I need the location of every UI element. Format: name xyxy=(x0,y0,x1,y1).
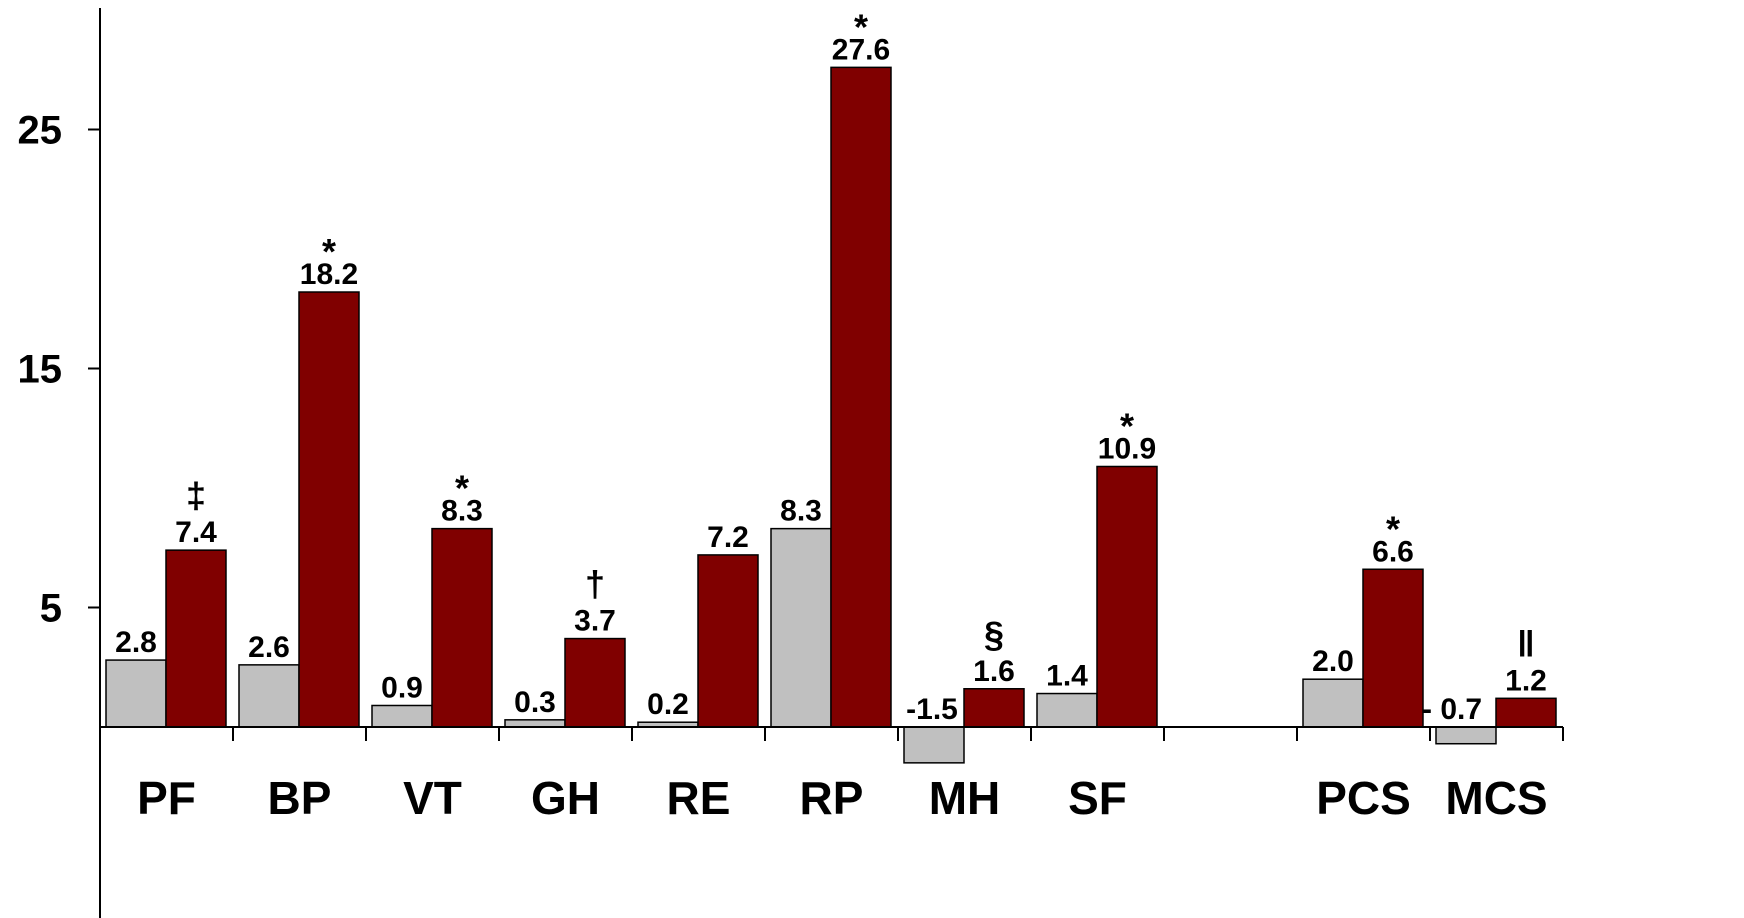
y-tick-label: 25 xyxy=(18,109,63,153)
bars xyxy=(105,66,1557,764)
bar-series-1 xyxy=(504,719,566,728)
x-axis: PF BP VT GH RE RP MH SF PCS MCS xyxy=(100,726,1564,824)
significance-marker: * xyxy=(322,231,336,272)
significance-marker: † xyxy=(585,564,605,605)
significance-marker: § xyxy=(984,614,1004,655)
data-label-series-2: 27.6 xyxy=(832,33,890,66)
data-label-series-2: 6.6 xyxy=(1372,535,1414,568)
data-label-series-1: 0.2 xyxy=(647,688,689,721)
bar-series-2 xyxy=(963,688,1025,728)
bar-series-1 xyxy=(770,527,832,728)
bar-series-1 xyxy=(903,726,965,764)
category-label: VT xyxy=(403,772,462,824)
bar-series-2 xyxy=(298,291,360,728)
data-label-series-2: 3.7 xyxy=(574,605,616,638)
category-label: RE xyxy=(667,772,731,824)
data-label-series-2: 1.6 xyxy=(973,655,1015,688)
bar-series-1 xyxy=(238,664,300,728)
data-label-series-1: -1.5 xyxy=(906,693,958,726)
bar-series-2 xyxy=(431,527,493,728)
category-label: MH xyxy=(929,772,1001,824)
bar-series-2 xyxy=(697,554,759,728)
category-label: GH xyxy=(531,772,600,824)
bar-series-2 xyxy=(1495,697,1557,728)
category-label: PCS xyxy=(1316,772,1411,824)
data-label-series-2: 18.2 xyxy=(300,258,358,291)
data-label-series-1: 8.3 xyxy=(780,495,822,528)
significance-marker: * xyxy=(1386,508,1400,549)
significance-marker: ‖ xyxy=(1517,623,1535,664)
significance-marker: ‡ xyxy=(186,475,206,516)
significance-marker: * xyxy=(1120,405,1134,446)
bar-series-2 xyxy=(165,549,227,728)
bar-series-1 xyxy=(1302,678,1364,728)
data-label-series-1: 2.6 xyxy=(248,631,290,664)
data-label-series-1: 0.3 xyxy=(514,686,556,719)
bar-series-1 xyxy=(1036,692,1098,728)
labels: 2.87.4‡2.618.2*0.98.3*0.33.7†0.27.28.327… xyxy=(115,6,1547,726)
data-label-series-1: 0.9 xyxy=(381,671,423,704)
significance-marker: * xyxy=(854,6,868,47)
data-label-series-1: 2.0 xyxy=(1312,645,1354,678)
data-label-series-1: - 0.7 xyxy=(1422,693,1482,726)
data-label-series-1: 1.4 xyxy=(1046,660,1088,693)
significance-marker: * xyxy=(455,468,469,509)
data-label-series-2: 10.9 xyxy=(1098,432,1156,465)
data-label-series-2: 8.3 xyxy=(441,495,483,528)
data-label-series-1: 2.8 xyxy=(115,626,157,659)
category-label: RP xyxy=(800,772,864,824)
category-label: BP xyxy=(268,772,332,824)
y-tick-label: 5 xyxy=(40,587,62,631)
data-label-series-2: 7.4 xyxy=(175,516,217,549)
bar-series-1 xyxy=(371,704,433,728)
bar-series-2 xyxy=(1362,568,1424,728)
category-label: SF xyxy=(1068,772,1127,824)
bar-series-2 xyxy=(1096,465,1158,728)
data-label-series-2: 7.2 xyxy=(707,521,749,554)
bar-series-1 xyxy=(105,659,167,728)
y-axis: 5 15 25 xyxy=(18,8,101,918)
category-label: MCS xyxy=(1445,772,1547,824)
data-label-series-2: 1.2 xyxy=(1505,664,1547,697)
bar-series-2 xyxy=(564,637,626,728)
bar-series-1 xyxy=(1435,726,1497,745)
y-tick-label: 15 xyxy=(18,348,63,392)
category-label: PF xyxy=(137,772,196,824)
bar-series-2 xyxy=(830,66,892,728)
